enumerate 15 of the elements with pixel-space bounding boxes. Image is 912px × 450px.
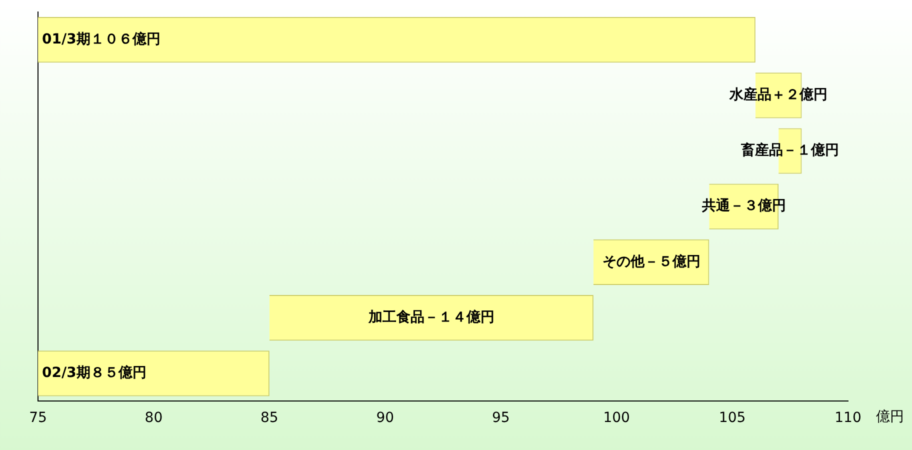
x-tick-label: 85 bbox=[260, 410, 278, 426]
data-label: 02/3期８５億円 bbox=[42, 364, 146, 382]
x-tick-label: 75 bbox=[29, 410, 47, 426]
x-tick-label: 90 bbox=[376, 410, 394, 426]
data-label: 共通－３億円 bbox=[700, 197, 786, 214]
x-tick-label: 100 bbox=[603, 410, 630, 426]
x-tick-label: 80 bbox=[144, 410, 163, 426]
x-axis-title: 億円 bbox=[876, 408, 904, 425]
x-tick-label: 95 bbox=[492, 410, 510, 426]
x-tick-label: 110 bbox=[834, 410, 862, 426]
data-label: 畜産品－１億円 bbox=[740, 142, 840, 159]
x-tick-label: 105 bbox=[718, 410, 746, 426]
data-label: その他－５億円 bbox=[602, 252, 700, 270]
data-label: 01/3期１０６億円 bbox=[42, 30, 160, 48]
data-label: 加工食品－１４億円 bbox=[367, 308, 494, 326]
